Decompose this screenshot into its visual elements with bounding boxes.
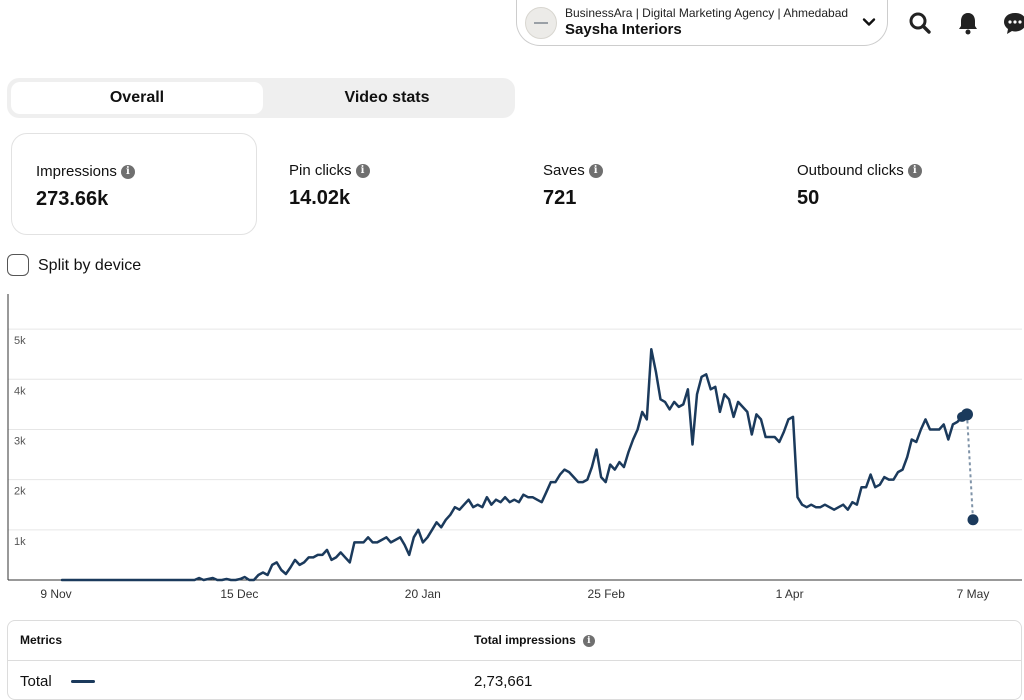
metrics-table: Metrics Total impressions i Total 2,73,66… [7, 620, 1022, 700]
chevron-down-icon[interactable] [861, 14, 877, 30]
series-line-total [60, 347, 964, 582]
tab-overall[interactable]: Overall [11, 82, 263, 114]
account-switcher[interactable]: BusinessAra | Digital Marketing Agency |… [516, 0, 888, 46]
split-by-device-label: Split by device [38, 257, 142, 274]
stat-value: 14.02k [289, 187, 351, 209]
x-tick-label: 15 Dec [220, 587, 258, 601]
stat-value: 273.66k [36, 188, 109, 210]
y-tick-label: 2k [14, 486, 26, 498]
info-icon[interactable]: i [588, 164, 603, 179]
metrics-header: Metrics [20, 633, 63, 647]
y-tick-label: 1k [14, 536, 26, 548]
stat-label: Saves [543, 162, 585, 179]
stat-value: 50 [797, 187, 820, 209]
legend-swatch [71, 680, 95, 683]
data-point-marker [961, 408, 973, 421]
account-name: Saysha Interiors [565, 21, 682, 38]
row-value-total: 2,73,661 [474, 673, 533, 690]
stat-card-saves[interactable]: Saves i 721 [519, 133, 765, 235]
stat-card-pin-clicks[interactable]: Pin clicks i 14.02k [265, 133, 511, 235]
divider [8, 660, 1021, 661]
y-tick-label: 4k [14, 385, 26, 397]
y-tick-label: 3k [14, 435, 26, 447]
info-icon[interactable]: i [582, 634, 595, 647]
stat-card-outbound-clicks[interactable]: Outbound clicks i 50 [773, 133, 1019, 235]
row-label-total: Total [20, 673, 52, 690]
bell-icon[interactable] [955, 10, 981, 36]
info-icon[interactable]: i [120, 165, 135, 180]
x-tick-label: 1 Apr [776, 587, 804, 601]
account-logo [525, 7, 557, 39]
stat-card-impressions[interactable]: Impressions i 273.66k [11, 133, 257, 235]
info-icon[interactable]: i [907, 164, 922, 179]
tab-bar: Overall Video stats [7, 78, 515, 118]
projection-line [966, 414, 974, 520]
impressions-line-chart: 1k 2k 3k 4k 5k 9 Nov 15 Dec 20 Jan 25 Feb 1 Apr 7 … [7, 294, 1022, 601]
stat-label: Pin clicks [289, 162, 352, 179]
projected-point-marker [967, 514, 979, 526]
account-subtitle: BusinessAra | Digital Marketing Agency |… [565, 6, 849, 20]
info-icon[interactable]: i [355, 164, 370, 179]
x-tick-label: 7 May [957, 587, 990, 601]
stat-label: Impressions [36, 163, 117, 180]
split-by-device-checkbox[interactable] [7, 254, 29, 276]
x-tick-label: 20 Jan [405, 587, 441, 601]
search-icon[interactable] [907, 10, 933, 36]
tab-video-stats[interactable]: Video stats [344, 89, 430, 106]
message-icon[interactable] [1002, 10, 1024, 36]
x-tick-label: 9 Nov [40, 587, 71, 601]
stat-label: Outbound clicks [797, 162, 904, 179]
stat-value: 721 [543, 187, 577, 209]
x-tick-label: 25 Feb [588, 587, 626, 601]
total-impressions-header: Total impressions i [474, 633, 595, 647]
y-tick-label: 5k [14, 335, 26, 347]
